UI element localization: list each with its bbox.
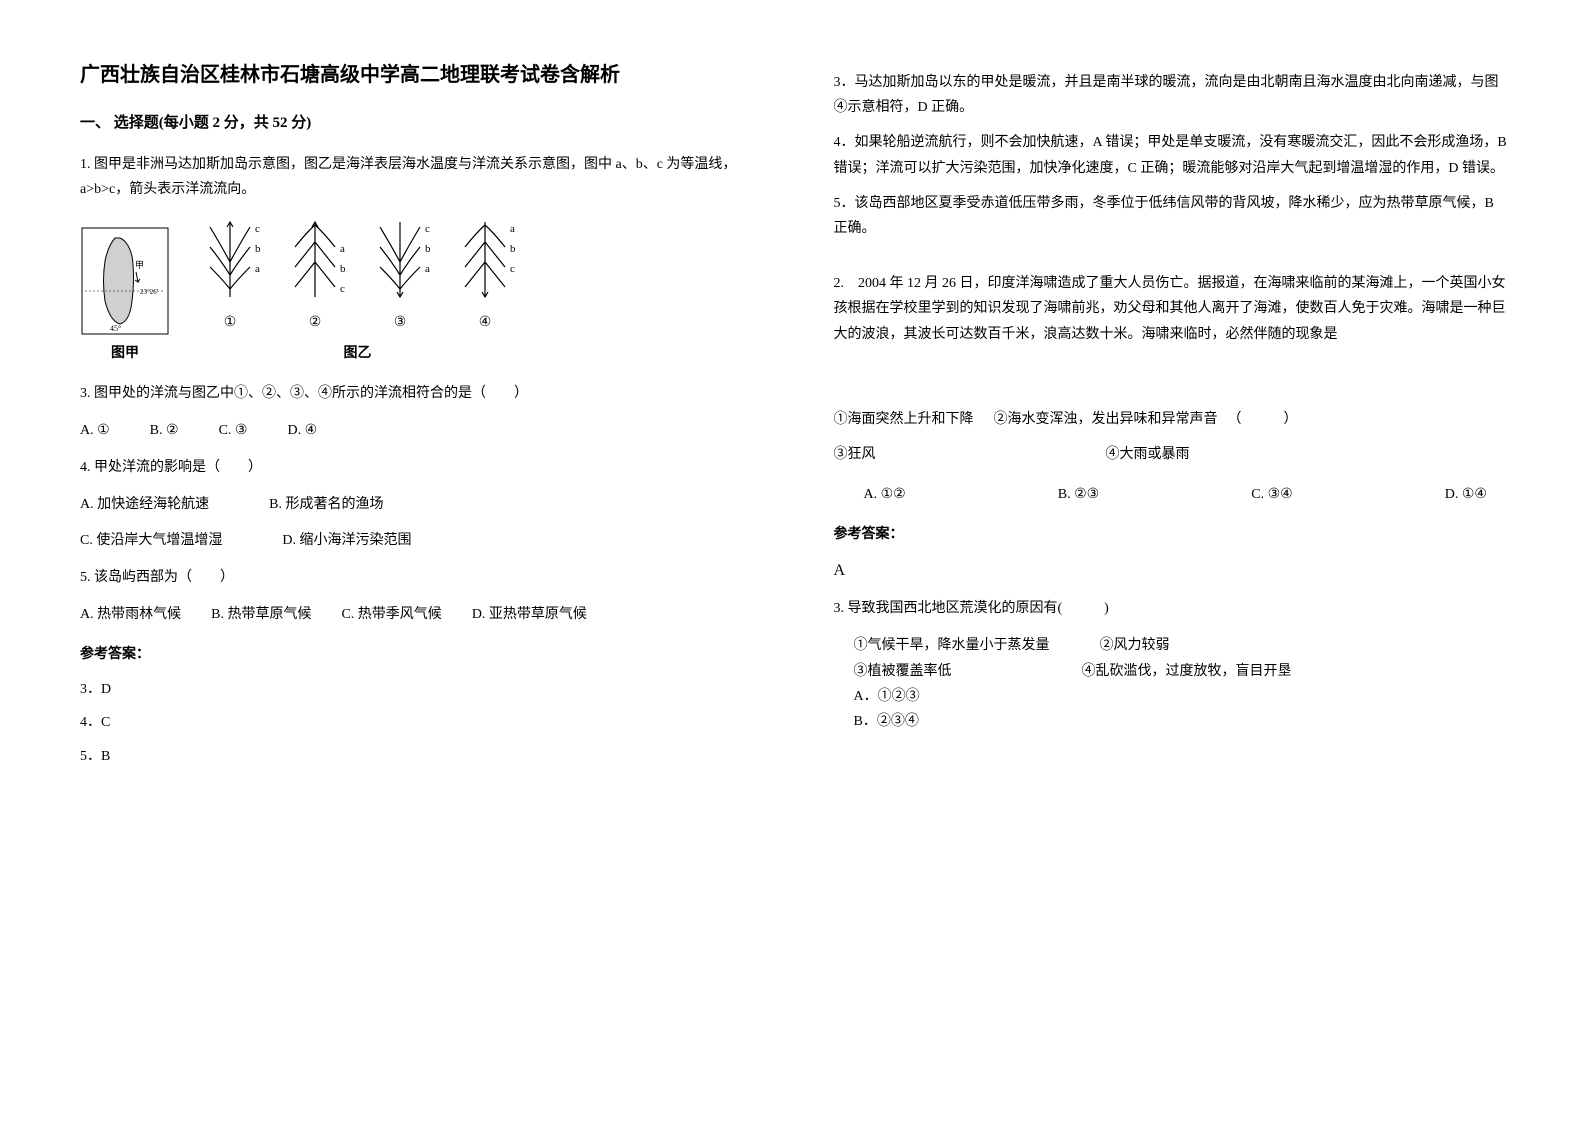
svg-text:45°: 45° — [110, 324, 121, 333]
right-column: 3．马达加斯加岛以东的甲处是暖流，并且是南半球的暖流，流向是由北朝南且海水温度由… — [834, 60, 1508, 777]
opt-d: D. ①④ — [1445, 482, 1487, 507]
section-header: 一、 选择题(每小题 2 分，共 52 分) — [80, 110, 754, 137]
q2-stmt2: ②海水变浑浊，发出异味和异常声音 — [994, 407, 1218, 432]
diagram-3: c b a ③ — [370, 217, 430, 335]
q2-statements: ①海面突然上升和下降 ②海水变浑浊，发出异味和异常声音 （ ） ③狂风 ④大雨或… — [834, 407, 1508, 467]
opt-b: B. 形成著名的渔场 — [269, 492, 383, 517]
opt-b: B. ② — [150, 418, 179, 443]
q1-ans5: 5．B — [80, 744, 754, 769]
q1-sub4-options: A. 加快途经海轮航速 B. 形成著名的渔场 C. 使沿岸大气增温增湿 D. 缩… — [80, 492, 754, 552]
svg-text:c: c — [510, 263, 515, 275]
svg-text:c: c — [255, 223, 260, 235]
svg-text:b: b — [255, 243, 260, 255]
q1-answer-header: 参考答案： — [80, 642, 754, 667]
opt-a: A. 加快途经海轮航速 — [80, 492, 209, 517]
svg-text:a: a — [425, 263, 430, 275]
svg-text:b: b — [340, 263, 345, 275]
svg-text:a: a — [340, 243, 345, 255]
diagram-3-svg: c b a — [370, 217, 430, 307]
fig-b-label: 图乙 — [200, 341, 515, 366]
q3-options: A．①②③ B．②③④ — [854, 684, 1508, 734]
opt-c: C. ③ — [219, 418, 248, 443]
svg-text:甲: 甲 — [135, 260, 144, 270]
fig-a-label: 图甲 — [80, 341, 170, 366]
opt-a: A. 热带雨林气候 — [80, 602, 181, 627]
diagram-1-svg: c b a — [200, 217, 260, 307]
svg-text:a: a — [510, 223, 515, 235]
svg-text:a: a — [255, 263, 260, 275]
q1-intro: 1. 图甲是非洲马达加斯加岛示意图，图乙是海洋表层海水温度与洋流关系示意图，图中… — [80, 152, 754, 202]
opt-c: C. 热带季风气候 — [341, 602, 441, 627]
opt-c: C. ③④ — [1251, 482, 1292, 507]
q2-intro: 2. 2004 年 12 月 26 日，印度洋海啸造成了重大人员伤亡。据报道，在… — [834, 271, 1508, 347]
q1-sub3: 3. 图甲处的洋流与图乙中①、②、③、④所示的洋流相符合的是（ ） — [80, 381, 754, 406]
figure-b-group: c b a ① — [200, 217, 515, 365]
diagrams-row: c b a ① — [200, 217, 515, 335]
q1-sub4: 4. 甲处洋流的影响是（ ） — [80, 455, 754, 480]
svg-text:c: c — [425, 223, 430, 235]
diagram-4-svg: a b c — [455, 217, 515, 307]
q1-sub5-options: A. 热带雨林气候 B. 热带草原气候 C. 热带季风气候 D. 亚热带草原气候 — [80, 602, 754, 627]
q1-figures: 23°26' 45° 甲 图甲 — [80, 217, 754, 365]
diagram-4: a b c ④ — [455, 217, 515, 335]
svg-text:c: c — [340, 283, 345, 295]
q1-exp4: 4．如果轮船逆流航行，则不会加快航速，A 错误；甲处是单支暖流，没有寒暖流交汇，… — [834, 130, 1508, 180]
opt-c: C. 使沿岸大气增温增湿 — [80, 528, 222, 553]
diagram-3-num: ③ — [370, 310, 430, 335]
q2-stmt2-paren: （ ） — [1228, 407, 1298, 432]
opt-a: A. ①② — [864, 482, 906, 507]
map-svg: 23°26' 45° 甲 — [80, 226, 170, 336]
diagram-2-svg: a b c — [285, 217, 345, 307]
opt-d: D. 亚热带草原气候 — [472, 602, 587, 627]
figure-map-a: 23°26' 45° 甲 图甲 — [80, 226, 170, 366]
q2-answer: A — [834, 557, 1508, 586]
diagram-1-num: ① — [200, 310, 260, 335]
q2-stmt3: ③狂风 — [834, 442, 876, 467]
opt-a: A. ① — [80, 418, 110, 443]
diagram-2: a b c ② — [285, 217, 345, 335]
q3-causes: ①气候干旱，降水量小于蒸发量 ②风力较弱 ③植被覆盖率低 ④乱砍滥伐，过度放牧，… — [854, 633, 1508, 683]
svg-text:b: b — [425, 243, 430, 255]
q3-cause1: ①气候干旱，降水量小于蒸发量 — [854, 633, 1050, 658]
diagram-4-num: ④ — [455, 310, 515, 335]
q1-exp3: 3．马达加斯加岛以东的甲处是暖流，并且是南半球的暖流，流向是由北朝南且海水温度由… — [834, 70, 1508, 120]
q3-cause3: ③植被覆盖率低 — [854, 659, 952, 684]
q2-options: A. ①② B. ②③ C. ③④ D. ①④ — [834, 482, 1508, 507]
q2-stmt4: ④大雨或暴雨 — [1106, 442, 1190, 467]
q3-cause2: ②风力较弱 — [1100, 633, 1170, 658]
svg-text:b: b — [510, 243, 515, 255]
q1-sub5: 5. 该岛屿西部为（ ） — [80, 565, 754, 590]
q1-ans4: 4．C — [80, 710, 754, 735]
q1-ans3: 3．D — [80, 677, 754, 702]
q3-opt-a: A．①②③ — [854, 684, 1508, 709]
q2-stmt1: ①海面突然上升和下降 — [834, 407, 974, 432]
q3-intro: 3. 导致我国西北地区荒漠化的原因有( ) — [834, 596, 1508, 621]
opt-d: D. 缩小海洋污染范围 — [282, 528, 411, 553]
diagram-1: c b a ① — [200, 217, 260, 335]
q3-cause4: ④乱砍滥伐，过度放牧，盲目开垦 — [1082, 659, 1292, 684]
q1-exp5: 5．该岛西部地区夏季受赤道低压带多雨，冬季位于低纬信风带的背风坡，降水稀少，应为… — [834, 191, 1508, 241]
left-column: 广西壮族自治区桂林市石塘高级中学高二地理联考试卷含解析 一、 选择题(每小题 2… — [80, 60, 754, 777]
q1-sub3-options: A. ① B. ② C. ③ D. ④ — [80, 418, 754, 443]
opt-d: D. ④ — [287, 418, 317, 443]
diagram-2-num: ② — [285, 310, 345, 335]
q3-opt-b: B．②③④ — [854, 709, 1508, 734]
opt-b: B. 热带草原气候 — [211, 602, 311, 627]
lat-text: 23°26' — [140, 288, 158, 296]
q2-answer-header: 参考答案： — [834, 522, 1508, 547]
opt-b: B. ②③ — [1058, 482, 1099, 507]
page-title: 广西壮族自治区桂林市石塘高级中学高二地理联考试卷含解析 — [80, 60, 754, 90]
